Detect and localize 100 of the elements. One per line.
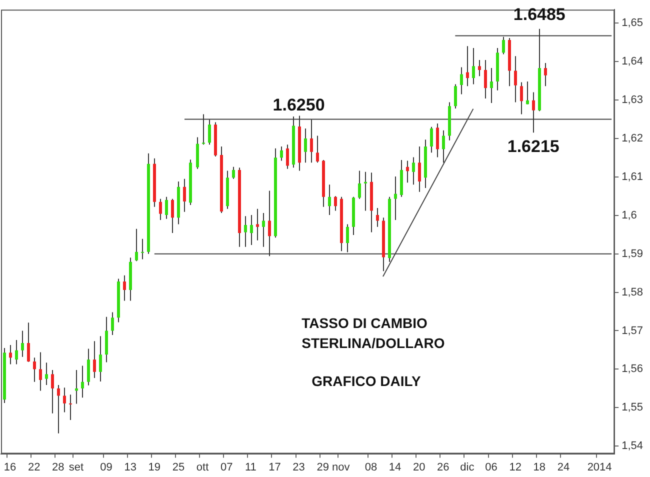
- candlestick: [472, 48, 475, 85]
- candlestick: [442, 130, 445, 164]
- x-tick-label: 17: [268, 461, 281, 474]
- candlestick: [81, 365, 84, 398]
- y-tick-label: 1,61: [622, 170, 644, 183]
- y-tick-label: 1,56: [622, 363, 644, 376]
- x-tick-label: 14: [388, 461, 402, 474]
- x-tick-label: 2014: [587, 461, 612, 474]
- x-tick-label: 26: [437, 461, 450, 474]
- candlestick: [526, 81, 529, 105]
- candlestick: [454, 84, 457, 109]
- candlestick: [310, 119, 313, 164]
- candlestick: [135, 228, 138, 262]
- annotation: STERLINA/DOLLARO: [302, 334, 445, 351]
- candlestick: [21, 330, 24, 358]
- candlestick: [544, 62, 547, 87]
- y-tick-label: 1,6: [622, 209, 637, 222]
- x-tick-label: dic: [460, 461, 475, 474]
- candlestick: [141, 238, 144, 260]
- candlestick: [304, 128, 307, 164]
- candlestick: [262, 212, 265, 248]
- candlestick: [57, 384, 60, 434]
- candlestick: [514, 56, 517, 103]
- candlestick: [268, 190, 271, 257]
- candlestick: [430, 126, 433, 154]
- candlestick: [39, 352, 42, 392]
- candlestick: [87, 348, 90, 386]
- x-tick-label: 20: [412, 461, 426, 474]
- candlestick: [69, 394, 72, 420]
- x-tick-label: 13: [124, 461, 136, 474]
- y-tick-label: 1,59: [622, 248, 644, 260]
- candlestick: [280, 146, 283, 162]
- x-tick-label: 07: [220, 461, 233, 474]
- x-tick-label: 19: [148, 461, 161, 474]
- candlestick: [183, 178, 186, 212]
- x-tick-label: 08: [364, 461, 378, 474]
- annotation: 1.6250: [272, 95, 325, 114]
- x-tick-label: 16: [4, 461, 16, 474]
- candlestick: [93, 340, 96, 379]
- y-tick-label: 1,65: [622, 17, 644, 30]
- candlestick: [123, 274, 126, 302]
- candlestick: [286, 144, 289, 170]
- candlestick: [328, 184, 331, 216]
- candlestick: [63, 387, 66, 413]
- candlestick: [364, 171, 367, 212]
- candlestick: [165, 196, 168, 220]
- annotation: TASSO DI CAMBIO: [302, 314, 428, 331]
- x-tick-label: 06: [485, 461, 498, 474]
- x-tick-label: 24: [557, 461, 570, 474]
- candlestick: [520, 82, 523, 115]
- candlestick: [484, 59, 487, 99]
- candlestick: [196, 136, 199, 170]
- x-tick-label: nov: [332, 461, 350, 474]
- x-tick-label: 29: [316, 461, 329, 474]
- annotation: 1.6215: [507, 136, 560, 156]
- candlestick: [159, 198, 162, 220]
- candlestick: [99, 336, 102, 382]
- candlestick: [490, 68, 493, 104]
- candlestick: [171, 198, 174, 234]
- candlestick: [232, 166, 235, 180]
- candlestick: [111, 312, 114, 336]
- annotation: 1.6485: [513, 5, 566, 24]
- candlestick: [394, 176, 397, 220]
- x-tick-label: ott: [196, 461, 209, 474]
- x-tick-label: 11: [244, 461, 256, 474]
- x-tick-label: 22: [28, 461, 40, 474]
- annotation: GRAFICO DAILY: [312, 372, 422, 389]
- candlestick: [244, 216, 247, 248]
- y-tick-label: 1,54: [622, 440, 644, 452]
- candlestick: [478, 59, 481, 77]
- candlestick: [15, 339, 18, 365]
- x-tick-label: set: [68, 461, 84, 474]
- y-tick-label: 1,58: [622, 286, 644, 298]
- x-tick-label: 28: [52, 461, 64, 474]
- y-tick-label: 1,63: [622, 94, 644, 106]
- y-tick-label: 1,64: [622, 56, 644, 68]
- candlestick: [346, 224, 349, 253]
- candlestick: [316, 135, 319, 164]
- candlestick: [27, 322, 30, 362]
- candlestick: [376, 208, 379, 228]
- candlestick: [334, 196, 337, 212]
- candlestick: [406, 160, 409, 184]
- x-tick-label: 23: [292, 461, 305, 474]
- x-tick-label: 09: [100, 461, 112, 474]
- candlestick: [412, 156, 415, 186]
- candlestick: [358, 170, 361, 200]
- candlestick: [532, 92, 535, 134]
- candlestick: [466, 46, 469, 87]
- candlestick: [502, 36, 505, 55]
- candlestick: [202, 114, 205, 146]
- x-tick-label: 25: [172, 461, 185, 474]
- candlestick: [105, 316, 108, 363]
- candlestick: [51, 369, 54, 414]
- candlestick: [208, 119, 211, 146]
- candlestick: [250, 214, 253, 246]
- y-tick-label: 1,55: [622, 402, 644, 414]
- candlestick: [9, 344, 12, 365]
- x-tick-label: 12: [509, 461, 522, 474]
- candlestick: [256, 208, 259, 241]
- candlestick: [460, 66, 463, 95]
